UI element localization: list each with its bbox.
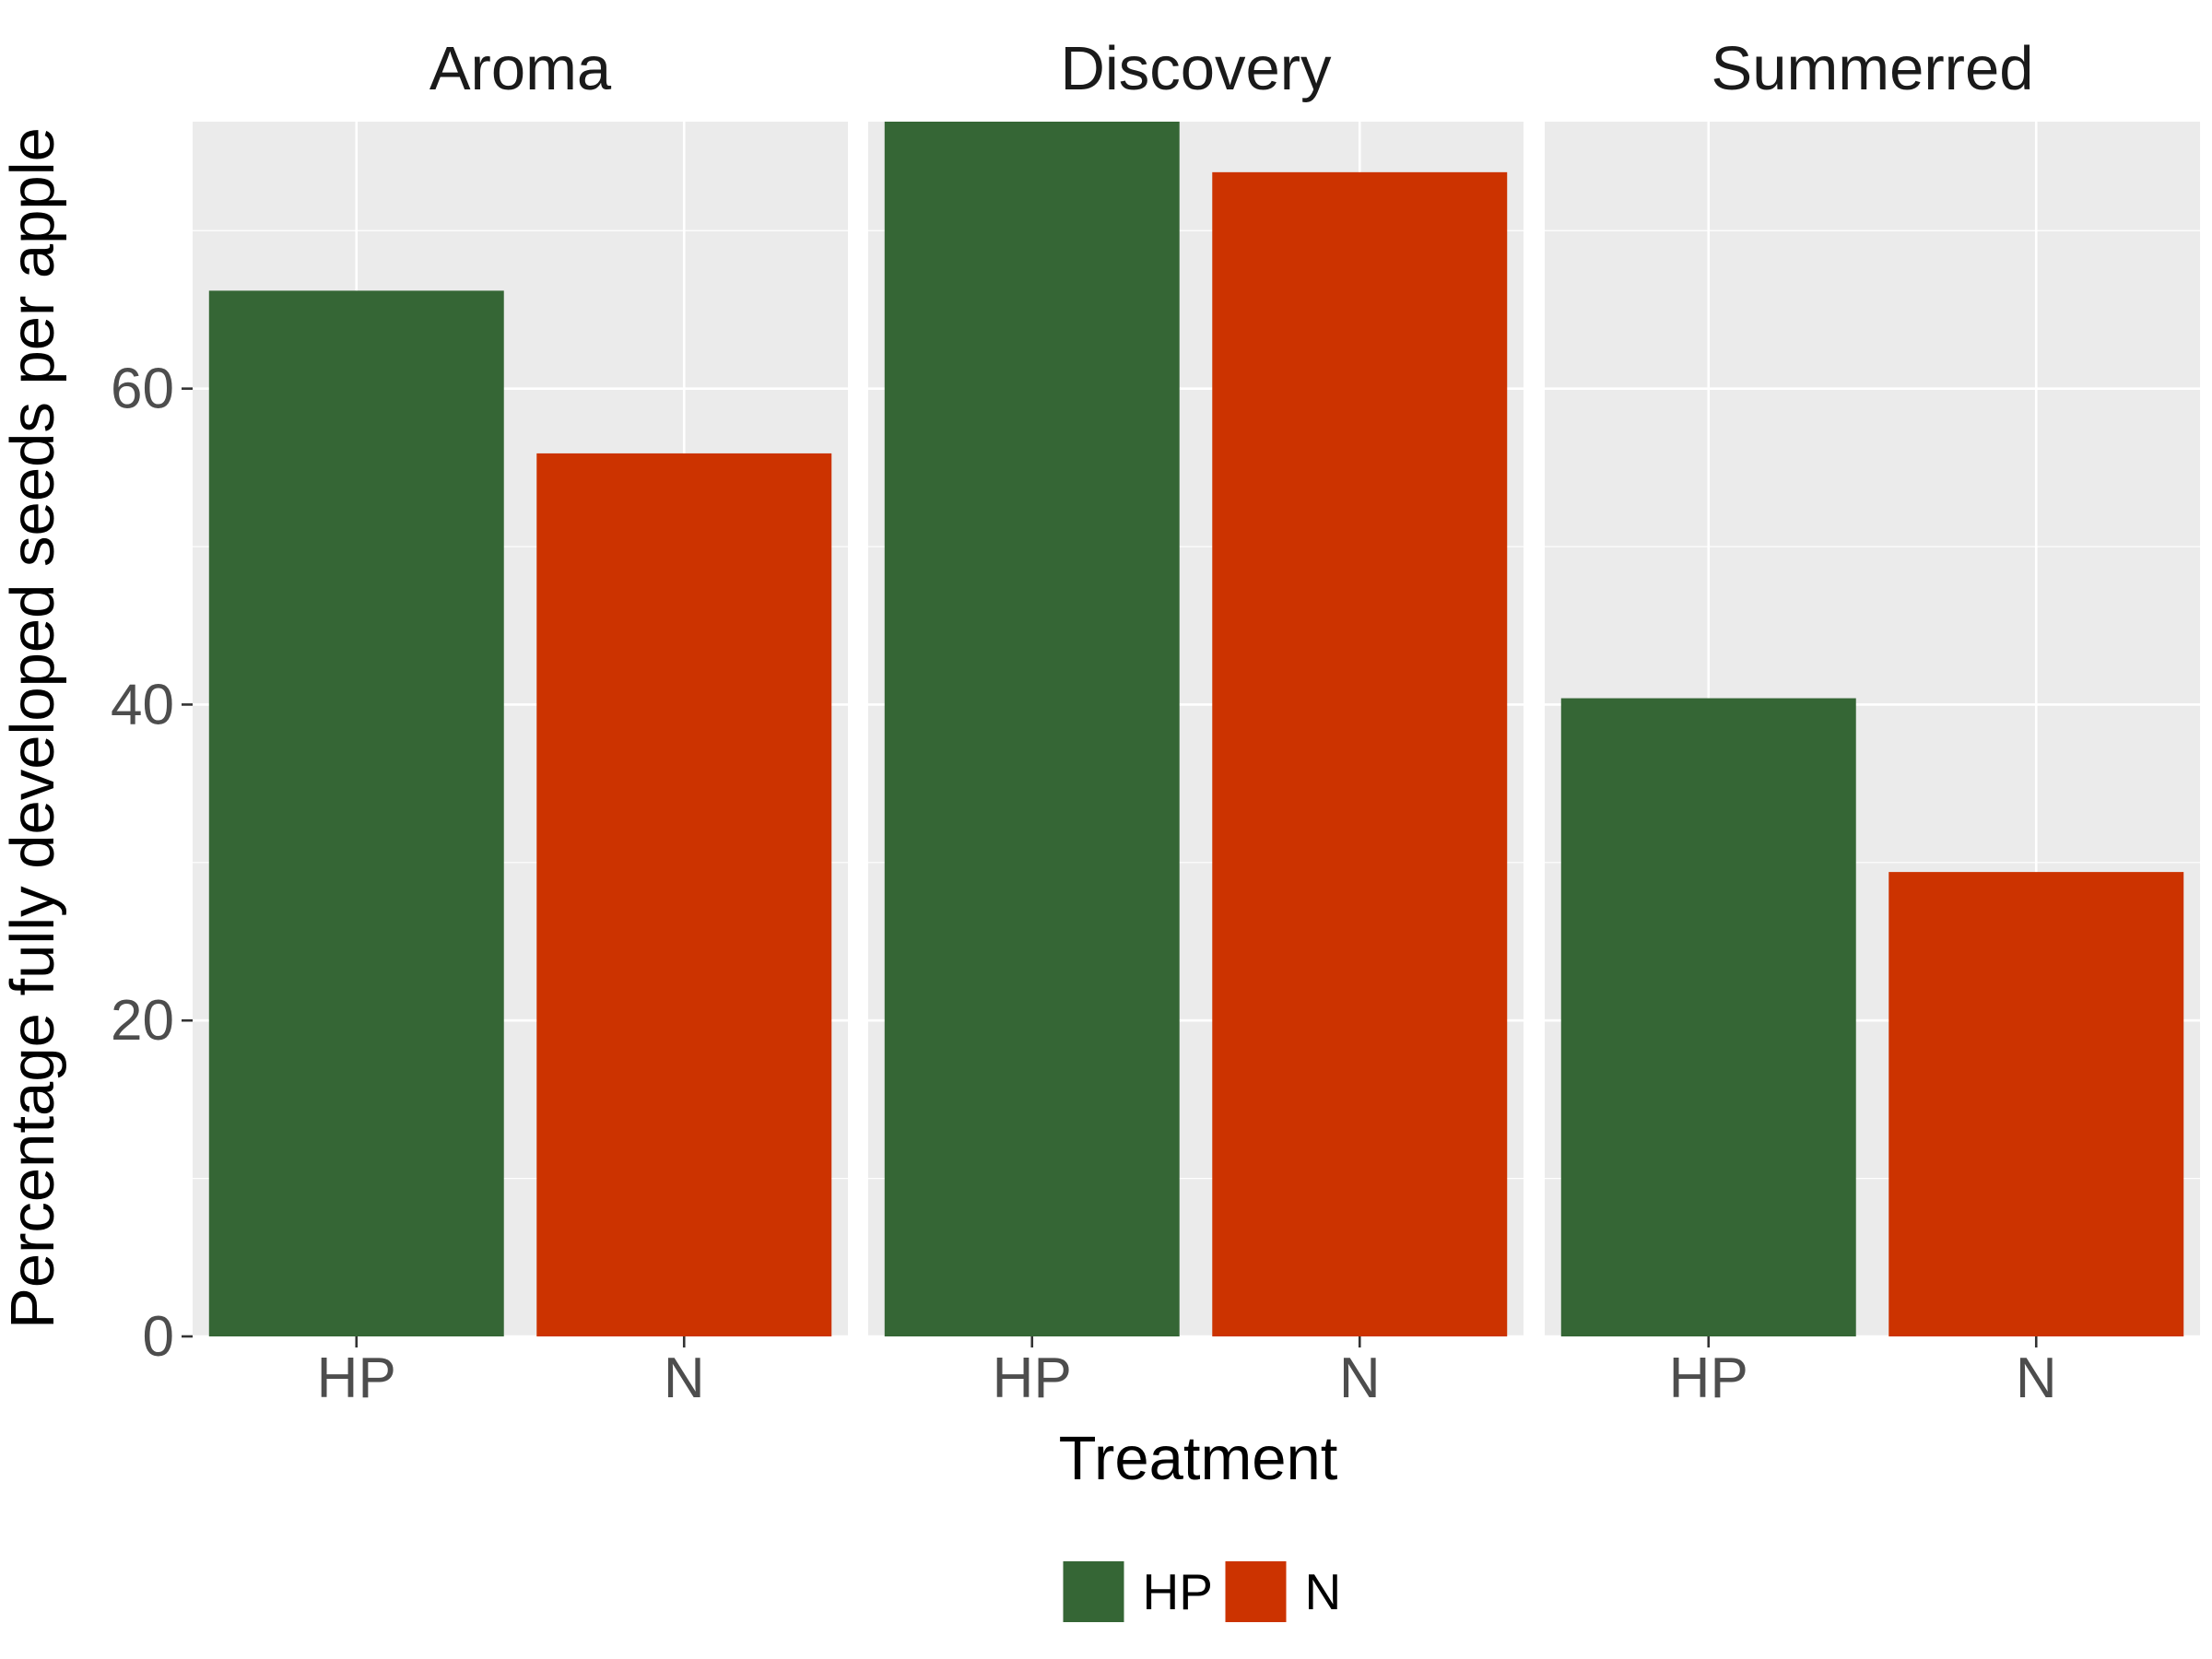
legend-key-hp bbox=[1063, 1561, 1124, 1622]
bar-aroma-hp bbox=[208, 290, 504, 1337]
panel-summerred: Summerred HP N bbox=[1545, 34, 2200, 1410]
x-tick-label: HP bbox=[993, 1347, 1072, 1410]
x-tick-label: N bbox=[664, 1347, 705, 1410]
facet-label: Aroma bbox=[429, 34, 612, 103]
y-tick-label: 20 bbox=[111, 989, 174, 1053]
legend-key-n bbox=[1225, 1561, 1287, 1622]
panel-discovery: Discovery HP N bbox=[868, 34, 1524, 1410]
bar-summerred-hp bbox=[1560, 698, 1856, 1336]
y-tick-label: 60 bbox=[111, 358, 174, 421]
legend: HP N bbox=[1063, 1561, 1342, 1622]
y-axis-title: Percentage fully developed seeds per app… bbox=[0, 127, 67, 1329]
y-tick-label: 40 bbox=[111, 673, 174, 736]
legend-label-hp: HP bbox=[1143, 1563, 1213, 1620]
bar-discovery-n bbox=[1212, 171, 1508, 1337]
facet-label: Discovery bbox=[1060, 34, 1332, 103]
bar-summerred-n bbox=[1888, 872, 2184, 1336]
bar-discovery-hp bbox=[884, 122, 1180, 1336]
y-tick-label: 0 bbox=[143, 1305, 174, 1369]
panel-aroma: Aroma HP N bbox=[193, 34, 848, 1410]
x-tick-label: N bbox=[1339, 1347, 1381, 1410]
x-tick-label: HP bbox=[317, 1347, 396, 1410]
x-tick-label: HP bbox=[1669, 1347, 1748, 1410]
legend-label-n: N bbox=[1305, 1563, 1342, 1620]
y-axis: 0 20 40 60 bbox=[111, 358, 193, 1369]
facet-label: Summerred bbox=[1712, 34, 2034, 103]
x-tick-label: N bbox=[2016, 1347, 2057, 1410]
bar-aroma-n bbox=[536, 453, 832, 1336]
x-axis-title: Treatment bbox=[1059, 1424, 1338, 1493]
panels-layer: Aroma HP N Discovery HP N Summerred HP N bbox=[193, 34, 2200, 1410]
